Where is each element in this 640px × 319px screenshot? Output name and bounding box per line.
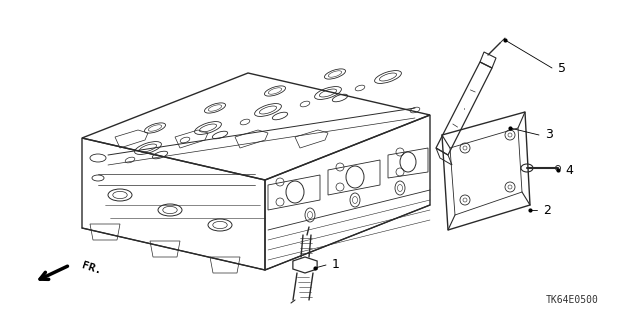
Text: 1: 1 bbox=[332, 258, 340, 271]
Text: FR.: FR. bbox=[80, 260, 102, 276]
Text: 4: 4 bbox=[565, 164, 573, 176]
Text: 2: 2 bbox=[543, 204, 551, 217]
Text: TK64E0500: TK64E0500 bbox=[545, 295, 598, 305]
Text: 5: 5 bbox=[558, 62, 566, 75]
Text: 3: 3 bbox=[545, 129, 553, 142]
